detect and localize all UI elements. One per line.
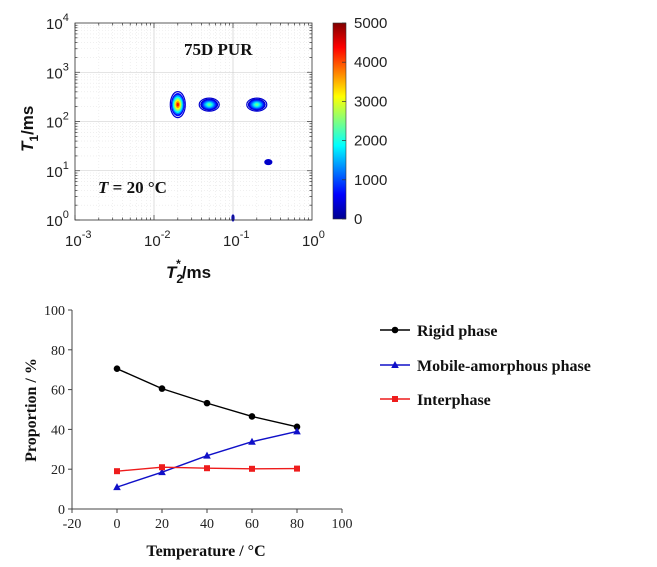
heatmap-peak-level	[267, 161, 270, 163]
series-triangle	[113, 427, 301, 491]
series-line	[116, 368, 298, 428]
y-tick-label: 103	[46, 61, 69, 82]
heatmap-peak-level	[176, 102, 179, 107]
heatmap-peak-level	[207, 103, 211, 106]
x-tick-label: 10-2	[144, 229, 170, 250]
heatmap-peak-level	[198, 97, 220, 112]
heatmap-tick-marks	[74, 23, 312, 221]
colorbar-tick-label: 1000	[354, 172, 387, 189]
y-tick-label: 104	[46, 12, 69, 33]
colorbar-tick-label: 5000	[354, 15, 387, 32]
line-chart-series	[113, 365, 301, 491]
data-point	[248, 437, 256, 445]
data-point	[249, 465, 255, 472]
heatmap-x-axis-label: T2*/ms	[166, 257, 211, 286]
colorbar-tick-label: 2000	[354, 133, 387, 150]
data-point	[114, 468, 120, 475]
y-tick-label: 101	[46, 160, 69, 181]
heatmap-peak-level	[169, 91, 186, 119]
data-point	[204, 465, 210, 472]
colorbar-tick-label: 0	[354, 211, 362, 228]
legend-label: Interphase	[417, 392, 491, 409]
legend-marker	[391, 361, 399, 368]
x-tick-label: 0	[114, 517, 121, 532]
y-tick-label: 0	[58, 503, 65, 518]
x-tick-label: 20	[155, 517, 169, 532]
data-point	[293, 423, 301, 431]
data-point	[113, 365, 121, 373]
colorbar-tick-label: 4000	[354, 54, 387, 71]
line-chart-x-axis-label: Temperature / °C	[146, 543, 265, 560]
y-tick-label: 20	[51, 463, 65, 478]
series-circle	[113, 365, 301, 431]
data-point	[158, 468, 166, 476]
heatmap-y-tick-labels: 100 101 102 103 104	[46, 12, 69, 230]
legend-label: Mobile-amorphous phase	[417, 358, 591, 375]
legend-marker	[392, 396, 398, 402]
y-tick-label: 60	[51, 384, 65, 399]
colorbar-tick-label: 3000	[354, 93, 387, 110]
heatmap-peak-level	[255, 103, 259, 106]
y-tick-label: 40	[51, 423, 65, 438]
data-point	[158, 385, 166, 392]
x-tick-label: 100	[332, 517, 353, 532]
heatmap-peak-level	[246, 97, 268, 112]
data-point	[203, 451, 211, 459]
heatmap-peaks	[169, 91, 273, 222]
data-point	[248, 413, 256, 420]
heatmap-x-tick-labels: 10-3 10-2 10-1 100	[65, 229, 325, 250]
line-chart-y-axis-label: Proportion / %	[23, 358, 40, 462]
data-point	[203, 399, 211, 407]
heatmap-peak-level	[264, 158, 273, 166]
data-point	[113, 483, 121, 491]
colorbar-ticks: 0 1000 2000 3000 4000 5000	[342, 15, 387, 228]
series-square	[114, 464, 300, 475]
heatmap-grid	[74, 23, 312, 221]
legend-marker	[391, 326, 399, 334]
x-tick-label: 80	[290, 517, 304, 532]
data-point	[294, 465, 300, 472]
x-tick-label: -20	[63, 517, 82, 532]
x-tick-label: 10-1	[223, 229, 249, 250]
x-tick-label: 40	[200, 517, 214, 532]
data-point	[293, 427, 301, 435]
y-tick-label: 100	[44, 304, 65, 319]
heatmap-annotation: T = 20 °C	[98, 178, 167, 197]
y-tick-label: 102	[46, 111, 69, 132]
legend-label: Rigid phase	[417, 323, 497, 340]
y-tick-label: 80	[51, 344, 65, 359]
heatmap-y-axis-label: T1/ms	[18, 106, 41, 152]
line-chart-legend: Rigid phase Mobile-amorphous phase Interph…	[380, 323, 591, 409]
series-line	[116, 430, 298, 488]
colorbar	[332, 22, 347, 220]
y-tick-label: 100	[46, 209, 69, 230]
data-point	[159, 464, 165, 471]
x-tick-label: 10-3	[65, 229, 91, 250]
x-tick-label: 60	[245, 517, 259, 532]
x-tick-label: 100	[302, 229, 325, 250]
heatmap-title: 75D PUR	[184, 40, 253, 59]
